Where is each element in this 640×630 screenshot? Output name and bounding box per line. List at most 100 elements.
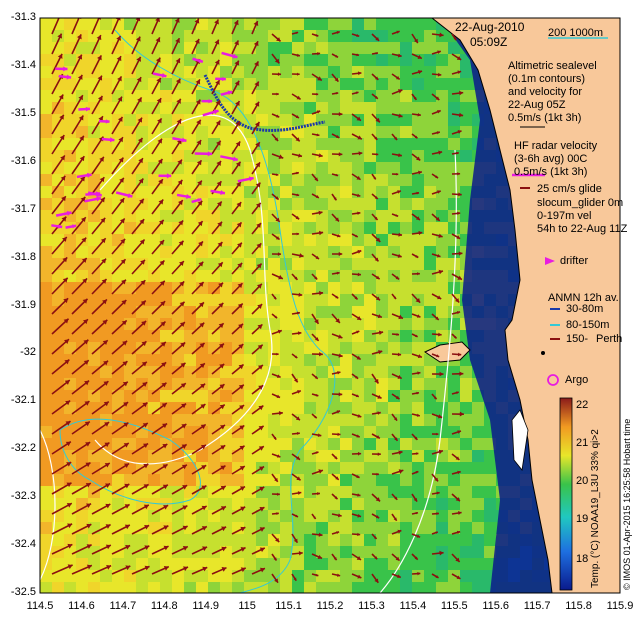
sst-cell: [40, 198, 52, 210]
velocity-arrow-head: [455, 557, 460, 562]
sst-cell: [340, 198, 352, 210]
sst-cell: [88, 342, 100, 354]
sst-cell: [316, 402, 328, 414]
velocity-arrow-head: [394, 437, 398, 441]
velocity-arrow-head: [83, 339, 89, 345]
velocity-arrow-head: [336, 233, 341, 238]
sst-cell: [340, 126, 352, 138]
velocity-arrow-head: [438, 332, 442, 337]
velocity-arrow-head: [84, 421, 90, 427]
velocity-arrow-head: [415, 297, 421, 303]
sst-cell: [448, 366, 460, 378]
sst-cell: [316, 246, 328, 258]
sst-cell: [352, 318, 364, 330]
sst-cell: [100, 462, 112, 474]
sst-cell: [208, 510, 220, 522]
sst-cell: [136, 354, 148, 366]
sst-cell: [400, 138, 412, 150]
sst-cell: [100, 366, 112, 378]
sst-cell: [304, 474, 316, 486]
velocity-arrow-head: [436, 512, 439, 516]
sst-cell: [220, 450, 232, 462]
sst-cell: [124, 438, 136, 450]
plot-frame: [39, 17, 621, 594]
sst-cell: [340, 462, 352, 474]
sst-cell: [40, 138, 52, 150]
sst-cell: [328, 486, 340, 498]
argo-icon: [547, 374, 559, 386]
sst-cell: [52, 246, 64, 258]
sst-cell: [484, 498, 496, 510]
sst-cell: [160, 30, 172, 42]
sst-cell: [244, 474, 256, 486]
sst-cell: [460, 150, 472, 162]
sst-cell: [376, 114, 388, 126]
velocity-arrow-head: [394, 136, 398, 140]
sst-cell: [40, 18, 52, 30]
sst-cell: [256, 438, 268, 450]
sst-cell: [292, 342, 304, 354]
sst-cell: [412, 198, 424, 210]
velocity-arrow-head: [418, 170, 422, 175]
sst-cell: [376, 54, 388, 66]
sst-cell: [316, 222, 328, 234]
sst-cell: [412, 534, 424, 546]
velocity-arrow-head: [240, 506, 246, 512]
sst-cell: [124, 306, 136, 318]
velocity-arrow-head: [64, 380, 70, 385]
sst-cell: [364, 318, 376, 330]
sst-cell: [280, 558, 292, 570]
velocity-arrow-head: [67, 564, 73, 570]
sst-cell: [424, 414, 436, 426]
sst-cell: [400, 438, 412, 450]
sst-cell: [316, 414, 328, 426]
sst-cell: [100, 90, 112, 102]
sst-cell: [460, 102, 472, 114]
sst-cell: [40, 294, 52, 306]
sst-cell: [64, 198, 76, 210]
sst-cell: [160, 186, 172, 198]
velocity-arrow-head: [436, 491, 440, 495]
sst-cell: [64, 426, 76, 438]
sst-cell: [148, 234, 160, 246]
velocity-arrow-head: [257, 344, 263, 350]
sst-cell: [340, 150, 352, 162]
velocity-arrow-head: [375, 515, 380, 519]
sst-cell: [244, 414, 256, 426]
sst-cell: [424, 18, 436, 30]
sst-cell: [148, 282, 160, 294]
sst-cell: [472, 510, 484, 522]
sst-cell: [436, 522, 448, 534]
velocity-arrow-head: [195, 99, 201, 105]
sst-cell: [280, 474, 292, 486]
velocity-arrow-head: [457, 352, 462, 357]
sst-cell: [352, 342, 364, 354]
velocity-arrow-head: [178, 240, 184, 246]
sst-cell: [148, 378, 160, 390]
velocity-arrow-head: [336, 410, 341, 414]
sst-cell: [148, 270, 160, 282]
sst-cell: [220, 570, 232, 582]
sst-cell: [52, 414, 64, 426]
sst-cell: [40, 522, 52, 534]
sst-cell: [172, 582, 184, 593]
sst-cell: [304, 42, 316, 54]
sst-cell: [400, 222, 412, 234]
velocity-arrow-head: [116, 35, 121, 41]
sst-cell: [268, 582, 280, 593]
sst-cell: [160, 54, 172, 66]
sst-cell: [256, 90, 268, 102]
sst-cell: [280, 270, 292, 282]
sst-cell: [124, 474, 136, 486]
velocity-arrow-head: [414, 135, 418, 139]
velocity-arrow-head: [416, 191, 420, 195]
sst-cell: [220, 198, 232, 210]
sst-cell: [448, 78, 460, 90]
sst-cell: [256, 474, 268, 486]
sst-cell: [364, 426, 376, 438]
velocity-arrow-head: [296, 311, 300, 315]
sst-cell: [268, 498, 280, 510]
sst-cell: [316, 78, 328, 90]
sst-cell: [124, 66, 136, 78]
sst-cell: [148, 534, 160, 546]
